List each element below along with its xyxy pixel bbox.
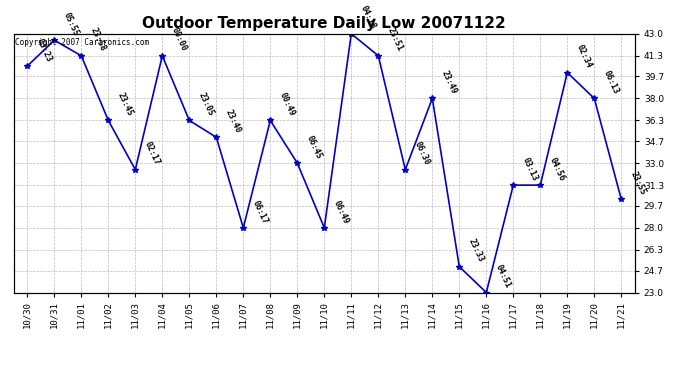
Text: 04:51: 04:51 bbox=[493, 263, 512, 290]
Text: 04:18: 04:18 bbox=[358, 4, 377, 31]
Text: 23:45: 23:45 bbox=[115, 91, 134, 118]
Text: 03:23: 03:23 bbox=[34, 37, 53, 63]
Text: 02:34: 02:34 bbox=[574, 44, 593, 70]
Text: 05:55: 05:55 bbox=[61, 11, 80, 38]
Text: 23:58: 23:58 bbox=[88, 27, 107, 53]
Text: 06:49: 06:49 bbox=[331, 199, 350, 225]
Text: 23:40: 23:40 bbox=[224, 108, 242, 135]
Text: 06:30: 06:30 bbox=[412, 140, 431, 167]
Title: Outdoor Temperature Daily Low 20071122: Outdoor Temperature Daily Low 20071122 bbox=[142, 16, 506, 31]
Text: 23:51: 23:51 bbox=[385, 27, 404, 53]
Text: 02:17: 02:17 bbox=[142, 140, 161, 167]
Text: 03:13: 03:13 bbox=[520, 156, 539, 182]
Text: 06:17: 06:17 bbox=[250, 199, 269, 225]
Text: 04:56: 04:56 bbox=[547, 156, 566, 182]
Text: Copyright 2007 Cartronics.com: Copyright 2007 Cartronics.com bbox=[15, 38, 149, 46]
Text: 23:55: 23:55 bbox=[628, 170, 647, 196]
Text: 06:45: 06:45 bbox=[304, 134, 323, 160]
Text: 00:00: 00:00 bbox=[169, 27, 188, 53]
Text: 23:33: 23:33 bbox=[466, 237, 485, 264]
Text: 06:13: 06:13 bbox=[601, 69, 620, 96]
Text: 00:49: 00:49 bbox=[277, 91, 296, 118]
Text: 23:05: 23:05 bbox=[196, 91, 215, 118]
Text: 23:49: 23:49 bbox=[440, 69, 458, 96]
